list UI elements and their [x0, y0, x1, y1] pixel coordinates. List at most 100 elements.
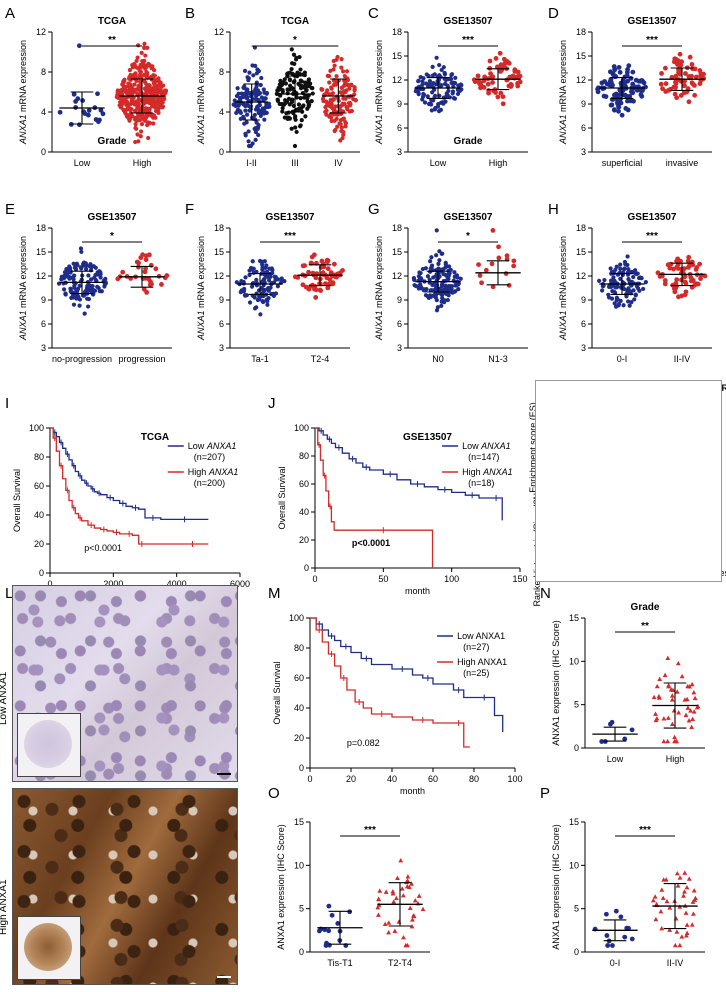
data-point [292, 79, 297, 84]
micrograph-label-high: High ANXA1 [0, 879, 9, 935]
data-point [602, 277, 607, 283]
data-point [489, 261, 495, 267]
data-point [663, 81, 669, 87]
data-point [243, 131, 248, 136]
significance-label: *** [364, 825, 376, 836]
survival-curve [310, 617, 504, 732]
data-point [124, 89, 130, 94]
data-point [89, 265, 94, 270]
data-point [254, 105, 260, 110]
data-point [244, 89, 249, 94]
data-point [633, 292, 638, 297]
y-label-rest: mRNA expression [558, 236, 568, 311]
data-point [665, 655, 671, 661]
y-tick-label: 12 [576, 271, 586, 281]
data-point [445, 297, 450, 303]
data-point [635, 286, 641, 291]
data-point [294, 95, 299, 100]
data-point [443, 262, 448, 267]
data-point [156, 109, 161, 115]
data-point [71, 302, 77, 307]
data-point [608, 266, 613, 271]
y-label-gene: ANXA1 [558, 311, 568, 342]
panel-title: GSE13507 [444, 16, 493, 27]
data-point [137, 72, 143, 77]
data-point [287, 78, 293, 83]
data-point [122, 77, 127, 82]
data-point [689, 73, 694, 79]
data-point [604, 933, 610, 938]
data-point [151, 121, 156, 126]
data-point [322, 927, 328, 933]
data-point [617, 270, 622, 275]
scale-bar [217, 773, 231, 775]
data-point [156, 106, 161, 111]
data-point [651, 694, 657, 700]
data-point [684, 922, 690, 927]
data-point [275, 284, 281, 289]
data-point [161, 83, 166, 88]
data-point [339, 57, 344, 62]
x-tick-label: High [489, 158, 508, 168]
data-point [263, 96, 268, 101]
data-point [309, 99, 314, 104]
data-point [455, 91, 461, 97]
legend-gene: ANXA1 [480, 441, 511, 451]
data-point [135, 115, 140, 120]
y-axis-label: Overall Survival [277, 466, 287, 529]
data-point [424, 287, 429, 292]
dotplot-panel-a: 0 4 8 12 ANXA1 mRNA expression TCGA Low High ** G… [18, 16, 172, 168]
data-point [151, 73, 156, 78]
data-point [63, 292, 68, 297]
y-tick-label: 20 [299, 535, 309, 545]
data-point [253, 137, 258, 142]
data-point [477, 80, 483, 86]
data-point [300, 104, 305, 109]
panel-letter-h: H [548, 201, 559, 218]
data-point [114, 94, 119, 100]
data-point [497, 50, 503, 56]
x-tick-label: 50 [378, 574, 388, 584]
data-point [342, 83, 347, 88]
y-axis-label: Enrichment score (ES) [528, 402, 538, 493]
y-tick-label: 18 [36, 223, 46, 233]
y-tick-label: 3 [397, 147, 402, 157]
data-point [143, 253, 149, 259]
data-point [617, 69, 623, 75]
data-point [150, 104, 156, 109]
data-point [683, 712, 689, 718]
data-point [430, 64, 435, 69]
data-point [446, 264, 452, 269]
data-point [326, 928, 332, 934]
data-point [504, 253, 510, 259]
data-point [612, 67, 618, 73]
data-point [625, 107, 631, 113]
y-label-gene: ANXA1 [374, 115, 384, 146]
data-point [255, 67, 260, 72]
legend-label: Low ANXA1 [462, 441, 511, 451]
data-point [495, 94, 501, 100]
data-point [143, 257, 149, 263]
y-tick-label: 0 [574, 743, 579, 753]
dotplot-panel-b: 0 4 8 12 ANXA1 mRNA expression TCGA I-II III IV * [196, 16, 360, 168]
data-point [144, 97, 149, 103]
y-tick-label: 8 [219, 67, 224, 77]
data-point [329, 912, 335, 918]
data-point [508, 84, 514, 89]
data-point [455, 275, 460, 280]
data-point [641, 80, 647, 86]
data-point [669, 693, 675, 698]
y-tick-label: 12 [214, 271, 224, 281]
data-point [390, 888, 396, 894]
data-point [344, 104, 349, 110]
y-tick-label: 3 [581, 343, 586, 353]
data-point [661, 716, 667, 721]
y-axis-label: ANXA1 mRNA expression [558, 40, 568, 145]
data-point [695, 703, 701, 709]
data-point [244, 293, 250, 298]
data-point [456, 83, 462, 88]
x-tick-label: II-IV [674, 354, 691, 364]
data-point [662, 672, 668, 678]
y-tick-label: 12 [392, 271, 402, 281]
data-point [327, 80, 332, 85]
